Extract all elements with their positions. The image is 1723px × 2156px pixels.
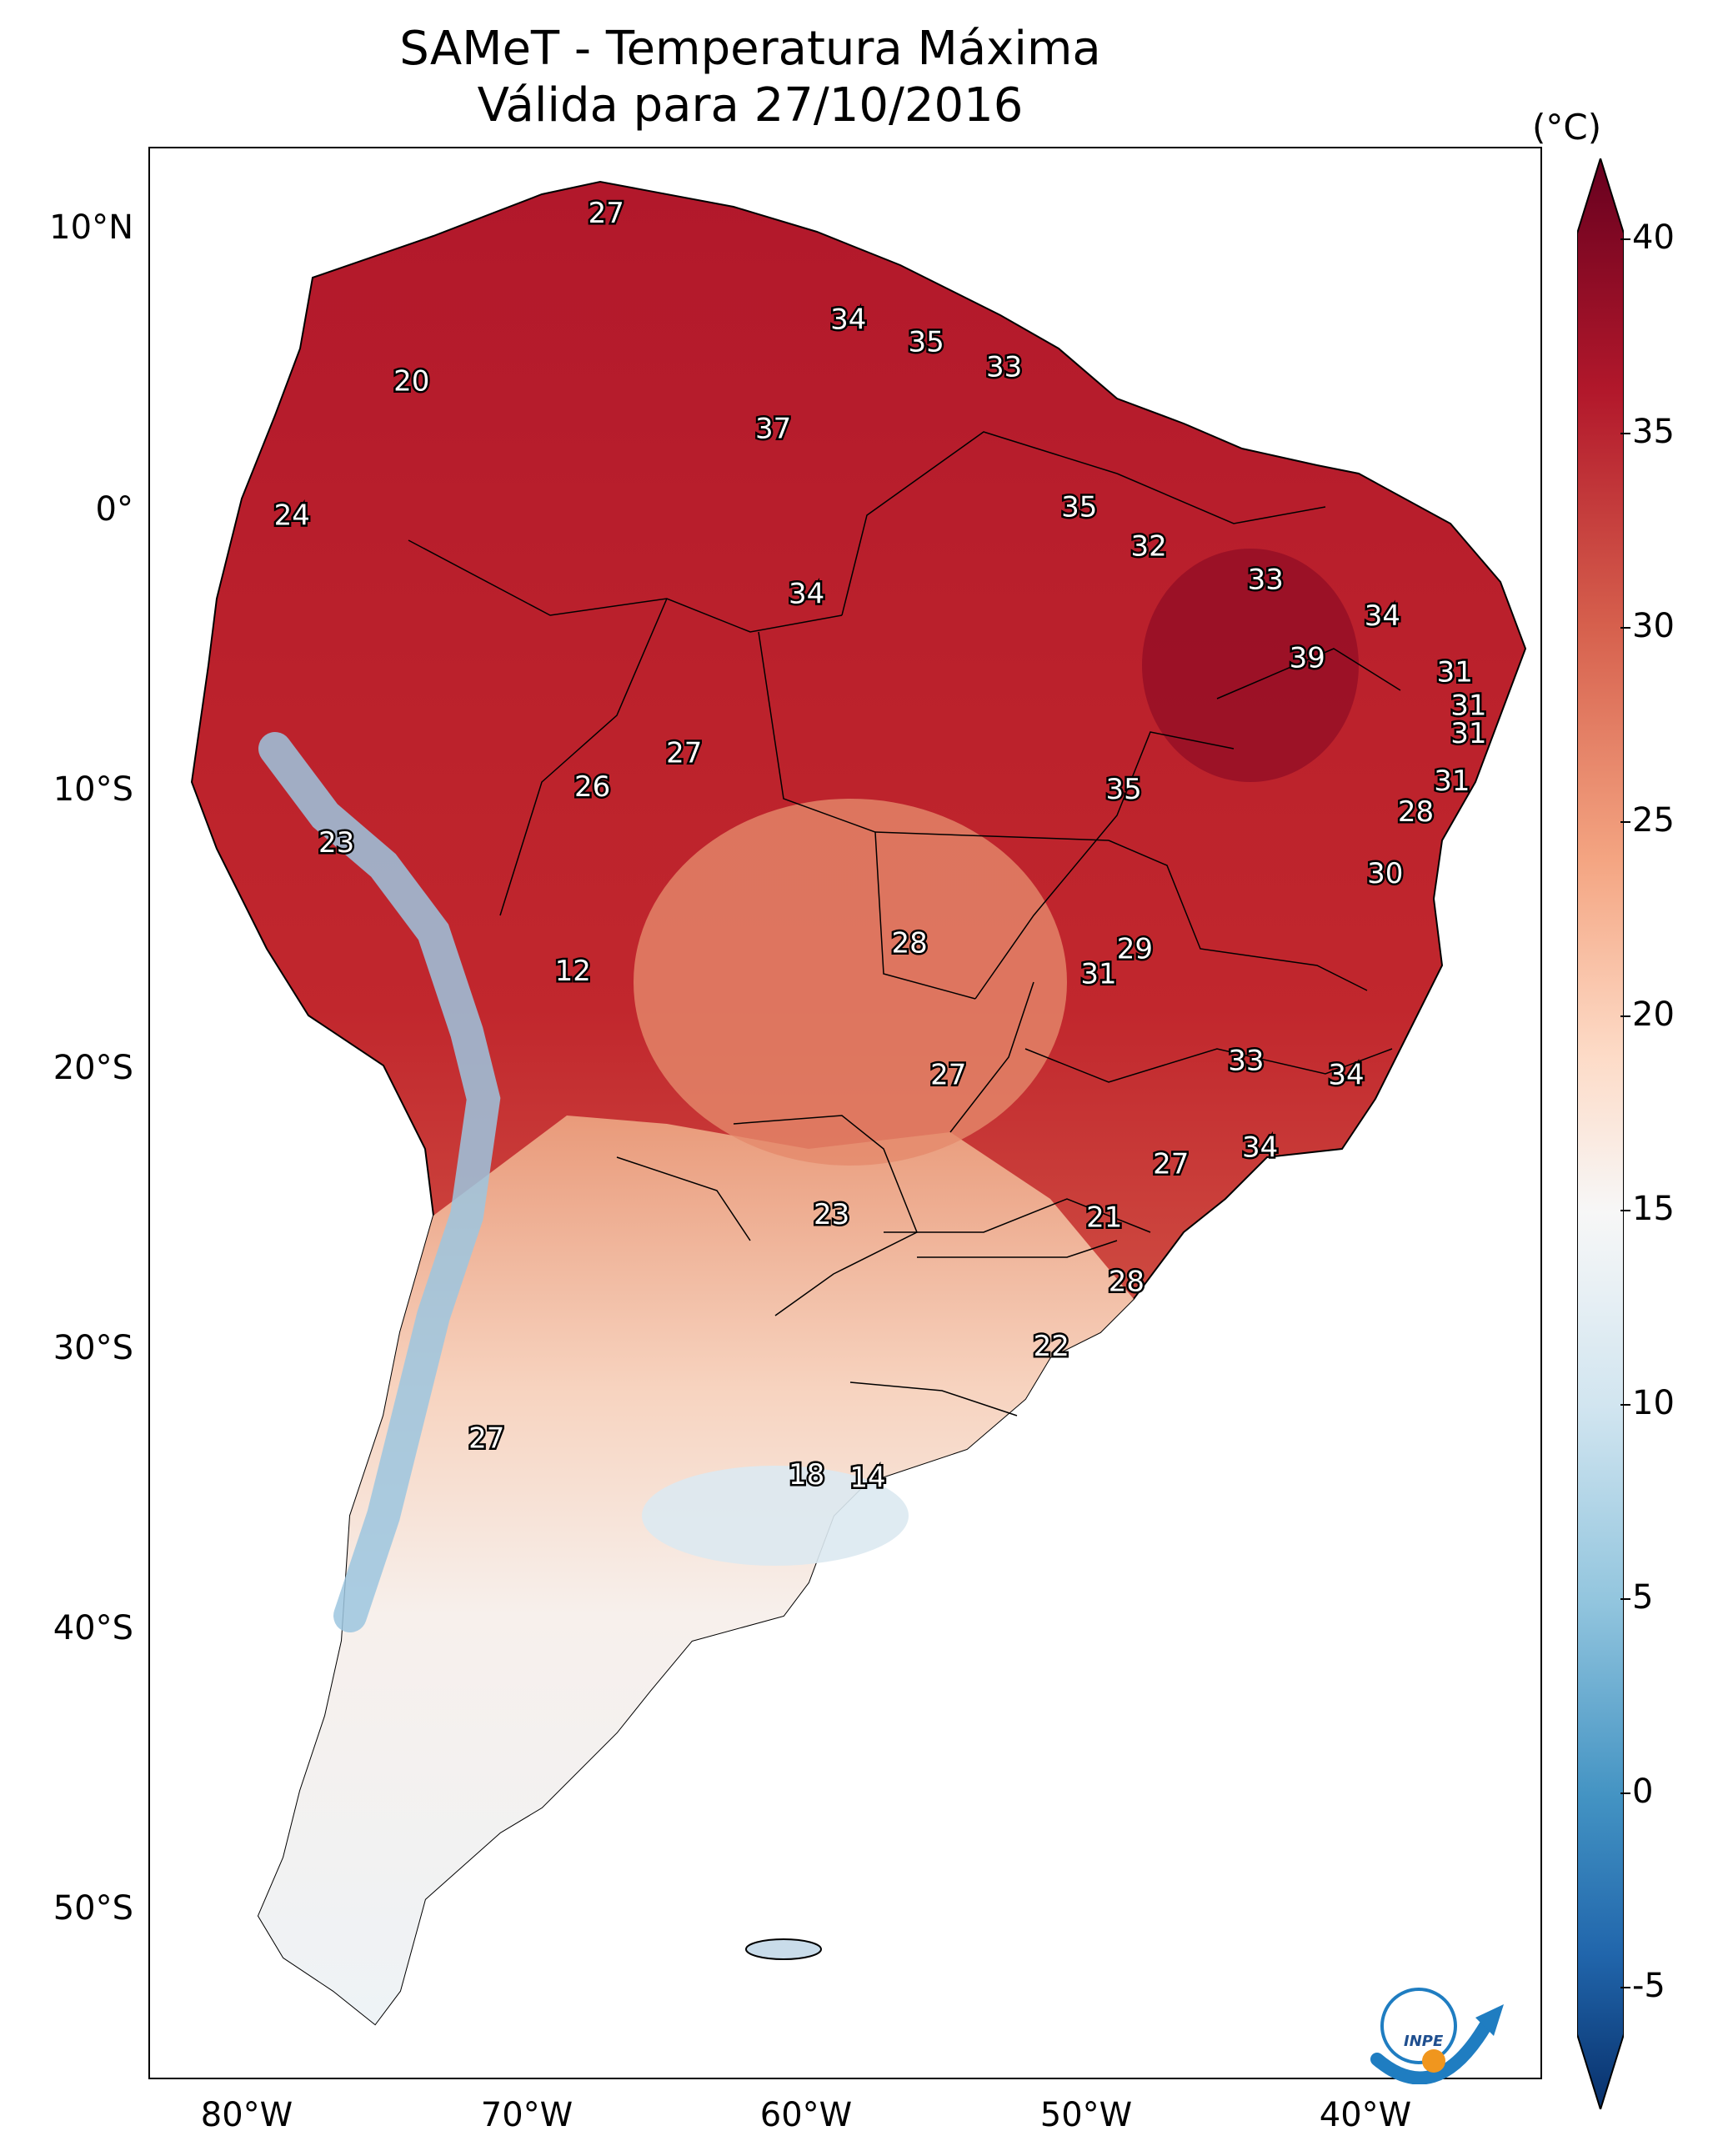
lat-label-10s: 10°S bbox=[53, 770, 133, 809]
temperature-label: 39 bbox=[1290, 642, 1325, 675]
temperature-label: 31 bbox=[1437, 655, 1473, 689]
colorbar-tick-35: 35 bbox=[1620, 413, 1675, 451]
lat-label-20s: 20°S bbox=[53, 1049, 133, 1087]
temperature-label: 32 bbox=[1130, 529, 1166, 563]
temperature-label: 27 bbox=[589, 197, 624, 230]
temperature-label: 34 bbox=[1242, 1131, 1278, 1165]
temperature-label: 14 bbox=[849, 1461, 885, 1494]
lon-label-80w: 80°W bbox=[200, 2096, 293, 2134]
lon-label-70w: 70°W bbox=[480, 2096, 573, 2134]
temperature-label: 31 bbox=[1450, 717, 1486, 750]
temperature-label: 27 bbox=[930, 1058, 966, 1091]
southern-region bbox=[258, 1116, 1134, 2024]
temperature-label: 34 bbox=[789, 577, 824, 610]
lat-label-10n: 10°N bbox=[49, 208, 133, 247]
colorbar-tick-40: 40 bbox=[1620, 218, 1675, 257]
temperature-label: 33 bbox=[986, 351, 1022, 384]
temperature-label: 37 bbox=[755, 413, 791, 446]
lat-label-50s: 50°S bbox=[53, 1889, 133, 1928]
inpe-logo: INPE bbox=[1370, 1988, 1504, 2084]
map-title-line2: Válida para 27/10/2016 bbox=[477, 78, 1024, 133]
temperature-label: 18 bbox=[789, 1458, 824, 1492]
andes-cool-strip bbox=[258, 732, 501, 1632]
colorbar-tick-0: 0 bbox=[1620, 1772, 1654, 1811]
temperature-label: 29 bbox=[1117, 932, 1153, 965]
temperature-label: 28 bbox=[891, 927, 927, 960]
temperature-label: 20 bbox=[393, 364, 429, 398]
temperature-label: 35 bbox=[1061, 490, 1097, 524]
plata-cool-zone bbox=[642, 1466, 909, 1566]
state-borders bbox=[408, 431, 1401, 1416]
temperature-label: 31 bbox=[1434, 765, 1470, 798]
temperature-label: 23 bbox=[318, 826, 354, 860]
temperature-label: 26 bbox=[574, 770, 610, 804]
lon-label-50w: 50°W bbox=[1039, 2096, 1133, 2134]
temperature-label: 12 bbox=[555, 955, 591, 988]
lon-label-40w: 40°W bbox=[1319, 2096, 1412, 2134]
temperature-label: 33 bbox=[1248, 564, 1284, 597]
temperature-label: 24 bbox=[274, 499, 310, 532]
colorbar-tick-20: 20 bbox=[1620, 995, 1675, 1034]
central-warm-zone bbox=[634, 799, 1067, 1166]
map-frame: 27 20 24 34 35 33 37 35 32 33 34 34 39 31 31 31 27 26 35 31… bbox=[148, 147, 1542, 2079]
temperature-label: 31 bbox=[1450, 689, 1486, 723]
map-title-line1: SAMeT - Temperatura Máxima bbox=[399, 22, 1101, 76]
svg-text:INPE: INPE bbox=[1404, 2033, 1444, 2050]
temperature-label: 21 bbox=[1086, 1201, 1122, 1234]
temperature-label: 31 bbox=[1080, 958, 1116, 991]
colorbar-tick-10: 10 bbox=[1620, 1384, 1675, 1422]
colorbar-unit: (°C) bbox=[1532, 107, 1602, 148]
temperature-label: 28 bbox=[1109, 1266, 1144, 1299]
colorbar-tick-minus5: -5 bbox=[1620, 1967, 1665, 2005]
colorbar-tick-30: 30 bbox=[1620, 607, 1675, 645]
colorbar bbox=[1577, 158, 1624, 2109]
lat-label-0: 0° bbox=[95, 490, 133, 529]
temperature-label: 22 bbox=[1034, 1330, 1069, 1363]
temperature-label: 34 bbox=[830, 303, 866, 337]
lat-label-40s: 40°S bbox=[53, 1609, 133, 1647]
lat-label-30s: 30°S bbox=[53, 1329, 133, 1367]
temperature-label: 34 bbox=[1365, 599, 1400, 633]
temperature-label: 27 bbox=[1153, 1148, 1189, 1181]
temperature-label: 35 bbox=[908, 326, 944, 359]
temperature-label: 27 bbox=[666, 737, 702, 770]
temperature-label: 23 bbox=[814, 1198, 849, 1231]
colorbar-tick-5: 5 bbox=[1620, 1578, 1654, 1617]
temperature-label: 27 bbox=[468, 1422, 504, 1456]
lon-label-60w: 60°W bbox=[759, 2096, 853, 2134]
temperature-label: 28 bbox=[1398, 795, 1434, 829]
falkland-islands bbox=[745, 1938, 822, 1960]
colorbar-tick-25: 25 bbox=[1620, 801, 1675, 840]
temperature-label: 35 bbox=[1105, 773, 1141, 806]
hot-ne-zone bbox=[1142, 549, 1359, 782]
temperature-label: 30 bbox=[1367, 857, 1403, 890]
colorbar-tick-15: 15 bbox=[1620, 1190, 1675, 1228]
temperature-label: 34 bbox=[1328, 1058, 1364, 1091]
temperature-label: 33 bbox=[1228, 1045, 1264, 1078]
